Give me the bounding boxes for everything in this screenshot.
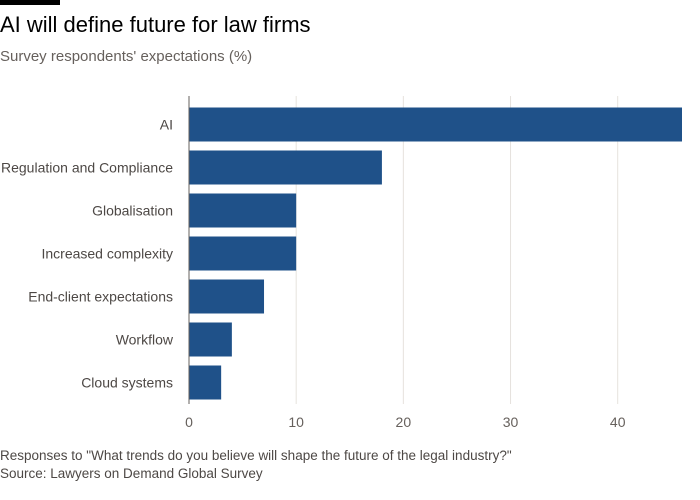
x-tick-label-30: 30 bbox=[503, 414, 519, 430]
category-label-4: End-client expectations bbox=[28, 289, 173, 305]
x-tick-label-20: 20 bbox=[396, 414, 412, 430]
chart-title: AI will define future for law firms bbox=[0, 12, 311, 37]
category-label-3: Increased complexity bbox=[41, 246, 173, 262]
bar-0 bbox=[189, 107, 682, 142]
x-tick-label-0: 0 bbox=[185, 414, 193, 430]
bar-1 bbox=[189, 150, 382, 185]
bar-4 bbox=[189, 279, 265, 314]
bar-chart: 0 10 20 30 40 AI Regulation and Compliance Glob… bbox=[1, 96, 682, 430]
x-tick-label-10: 10 bbox=[288, 414, 304, 430]
category-label-0: AI bbox=[160, 117, 173, 133]
bar-5 bbox=[189, 322, 232, 357]
category-label-2: Globalisation bbox=[92, 203, 173, 219]
x-tick-label-40: 40 bbox=[610, 414, 626, 430]
chart-subtitle: Survey respondents' expectations (%) bbox=[0, 48, 253, 65]
brand-bar bbox=[0, 0, 60, 5]
footnote: Responses to "What trends do you believe… bbox=[0, 448, 512, 463]
category-label-6: Cloud systems bbox=[81, 375, 173, 391]
category-label-1: Regulation and Compliance bbox=[1, 160, 173, 176]
bar-3 bbox=[189, 236, 297, 271]
bar-6 bbox=[189, 365, 222, 400]
bar-2 bbox=[189, 193, 297, 228]
source-note: Source: Lawyers on Demand Global Survey bbox=[0, 466, 263, 481]
category-label-5: Workflow bbox=[116, 332, 174, 348]
